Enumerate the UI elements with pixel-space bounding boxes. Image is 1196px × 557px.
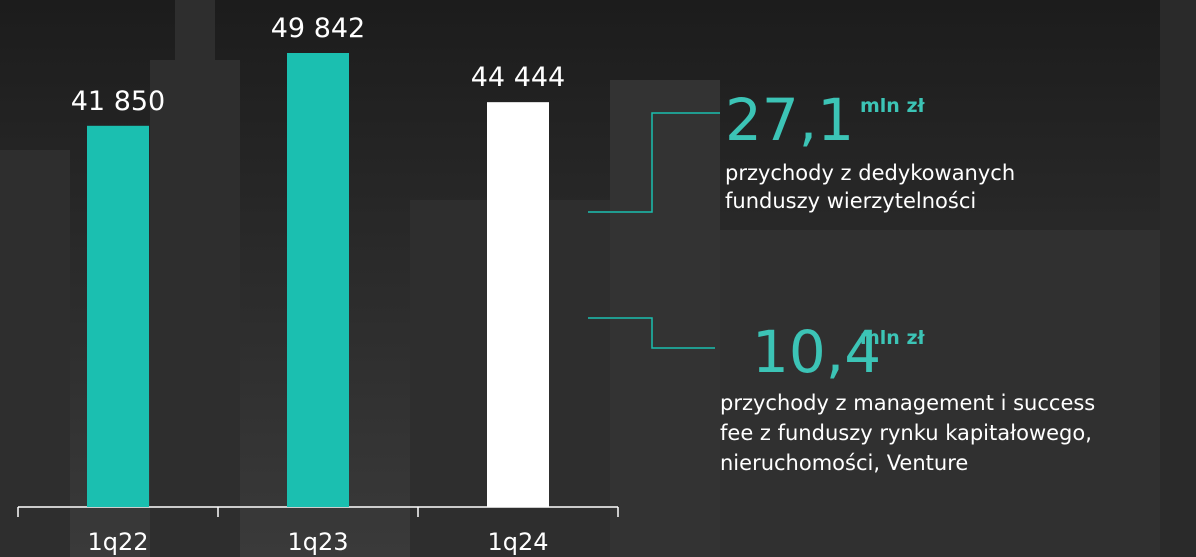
annotation-text: nieruchomości, Venture	[720, 451, 968, 475]
annotation-unit: mln zł	[860, 95, 926, 117]
x-tick-label: 1q23	[287, 528, 348, 556]
annotation-text: funduszy wierzytelności	[725, 189, 976, 213]
annotation-text: przychody z management i success	[720, 391, 1095, 415]
connectors	[588, 112, 720, 349]
x-tick-label: 1q22	[87, 528, 148, 556]
annotation-value: 27,1	[725, 86, 854, 154]
data-label: 44 444	[471, 62, 565, 93]
bar	[487, 102, 549, 507]
annotation-unit: mln zł	[860, 327, 926, 349]
bar	[287, 53, 349, 507]
x-tick-label: 1q24	[487, 528, 548, 556]
bar	[87, 125, 149, 508]
data-label: 41 850	[71, 86, 165, 117]
data-label: 49 842	[271, 13, 365, 44]
annotation-text: przychody z dedykowanych	[725, 161, 1015, 185]
annotation-text: fee z funduszy rynku kapitałowego,	[720, 421, 1092, 445]
annotation-value: 10,4	[752, 318, 881, 386]
